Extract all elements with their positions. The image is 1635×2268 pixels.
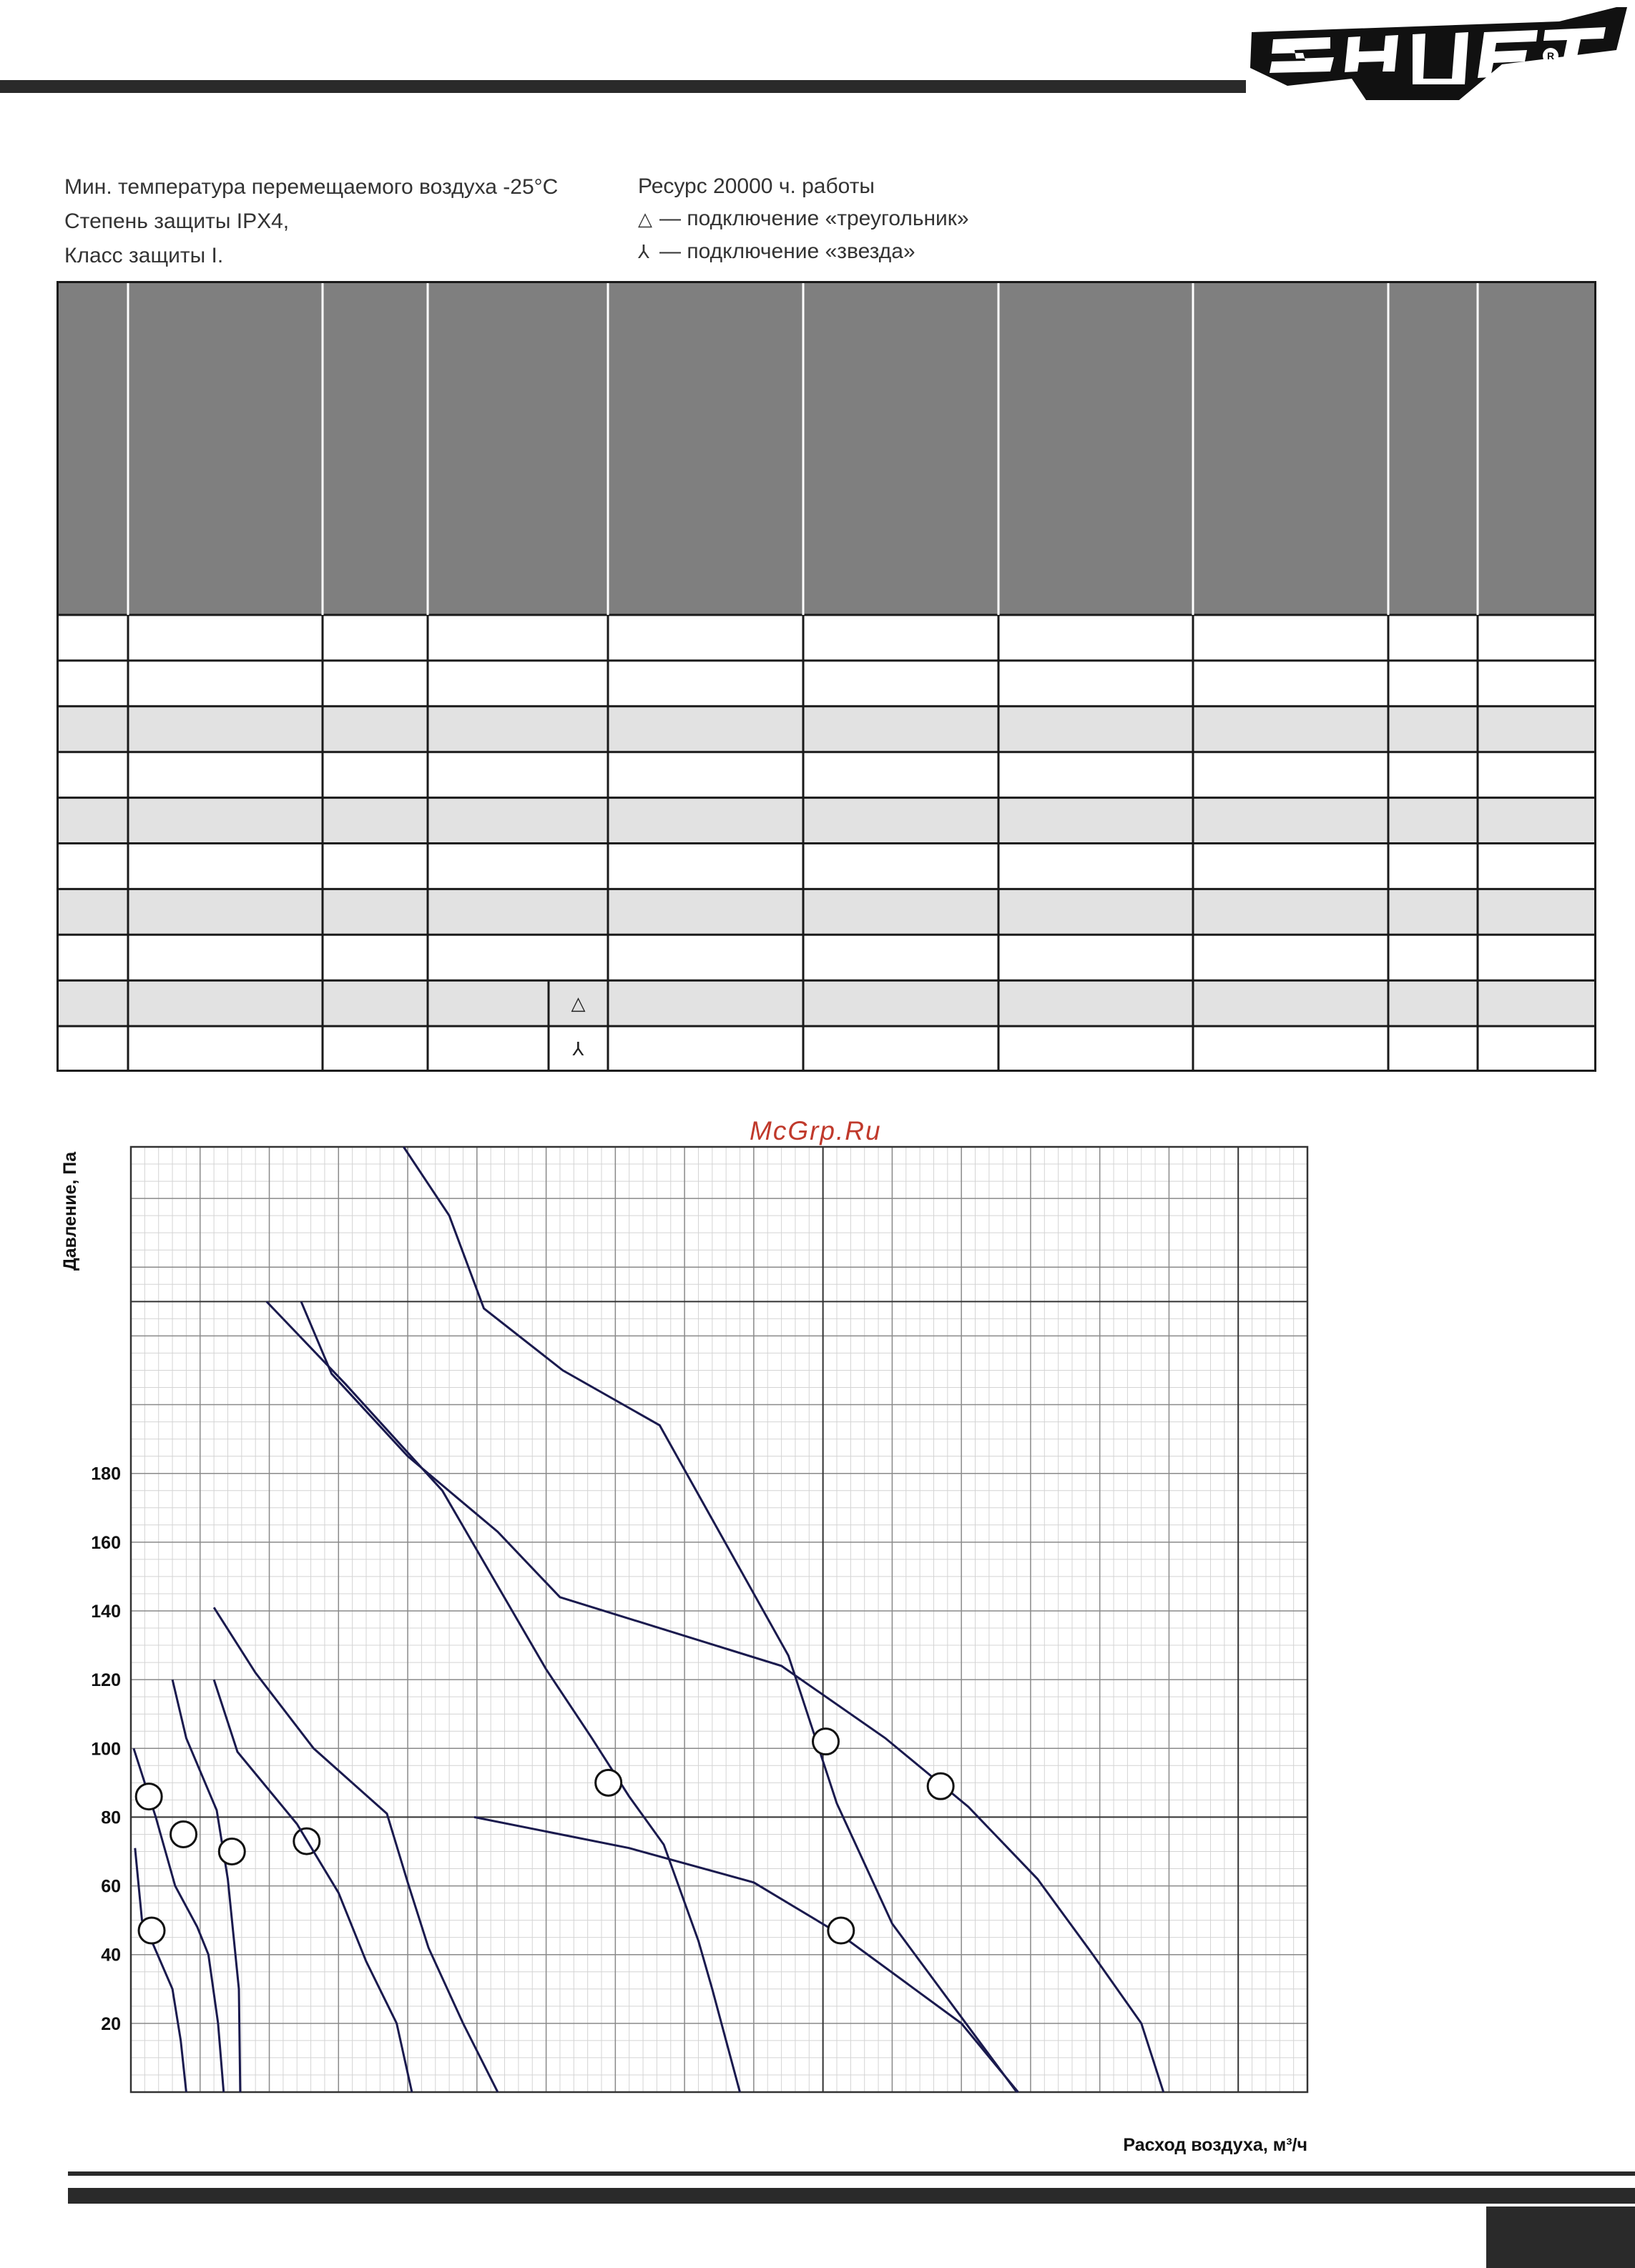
footer-rule-thin [68, 2171, 1635, 2176]
duty-point-marker-7 [926, 1772, 955, 1800]
duty-point-marker-1 [137, 1916, 166, 1945]
note-ip-rating: Степень защиты IPX4, [64, 209, 290, 233]
duty-point-marker-8 [594, 1768, 623, 1797]
table-row [57, 615, 1596, 661]
table-row [57, 889, 1596, 935]
table-row [57, 660, 1596, 706]
table-row [57, 980, 1596, 1027]
table-row [57, 797, 1596, 844]
header-rule [0, 80, 1246, 93]
note-protection-class: Класс защиты I. [64, 244, 224, 267]
duty-point-marker-5 [217, 1837, 246, 1865]
svg-text:R: R [1547, 50, 1554, 61]
delta-connection-icon: △ [638, 208, 652, 230]
legend-delta: △ — подключение «треугольник» [638, 202, 969, 235]
y-axis-label: Давление, Па [60, 1151, 80, 1271]
duty-point-marker-6 [812, 1727, 840, 1756]
table-row [57, 1026, 1596, 1072]
spec-table: △⅄ [57, 281, 1596, 1072]
y-tick-label: 80 [101, 1808, 121, 1828]
duty-point-marker-3 [170, 1820, 198, 1848]
fan-curve-6 [403, 1146, 1018, 2093]
performance-chart: 20 40 60 80 100 120 140 160 180 Давление, Па Расхо… [60, 1145, 1309, 2155]
y-tick-label: 20 [101, 2014, 121, 2034]
fan-curve-2 [132, 1747, 225, 2093]
table-frame [57, 281, 1596, 1072]
page-number-tab [1486, 2207, 1635, 2268]
star-connection-icon: ⅄ [638, 241, 649, 262]
fan-curve-9 [473, 1815, 1019, 2093]
y-tick-label: 60 [101, 1877, 121, 1897]
note-service-life: Ресурс 20000 ч. работы [638, 174, 875, 198]
connection-symbol: △ [571, 993, 586, 1015]
fan-curve-4 [212, 1607, 499, 2093]
legend-star: ⅄ — подключение «звезда» [638, 235, 969, 268]
fan-curve-7 [300, 1301, 1165, 2093]
fan-curve-5 [212, 1679, 413, 2093]
duty-point-marker-9 [827, 1916, 855, 1945]
footer-rule-thick [68, 2188, 1635, 2204]
shuft-logo: R [1250, 7, 1627, 100]
y-tick-label: 40 [101, 1946, 121, 1966]
x-axis-label: Расход воздуха, м³/ч [1123, 2135, 1307, 2155]
duty-point-marker-2 [134, 1783, 163, 1811]
note-min-temperature: Мин. температура перемещаемого воздуха -… [64, 175, 559, 199]
table-header [57, 281, 1596, 615]
watermark: McGrp.Ru [750, 1116, 882, 1145]
y-tick-label: 120 [91, 1670, 121, 1690]
y-tick-label: 140 [91, 1602, 121, 1622]
y-tick-label: 100 [91, 1739, 121, 1759]
table-row [57, 751, 1596, 798]
connection-symbol: ⅄ [572, 1039, 584, 1060]
plot-frame [129, 1145, 1309, 2094]
fan-curve-1 [134, 1848, 187, 2093]
y-tick-label: 180 [91, 1464, 121, 1484]
connection-legend: Ресурс 20000 ч. работы △ — подключение «т… [638, 170, 969, 268]
table-row [57, 843, 1596, 889]
table-row [57, 706, 1596, 752]
operating-notes: Мин. температура перемещаемого воздуха -… [64, 170, 558, 273]
fan-curve-8 [265, 1301, 741, 2093]
y-tick-label: 160 [91, 1533, 121, 1553]
table-row [57, 935, 1596, 981]
